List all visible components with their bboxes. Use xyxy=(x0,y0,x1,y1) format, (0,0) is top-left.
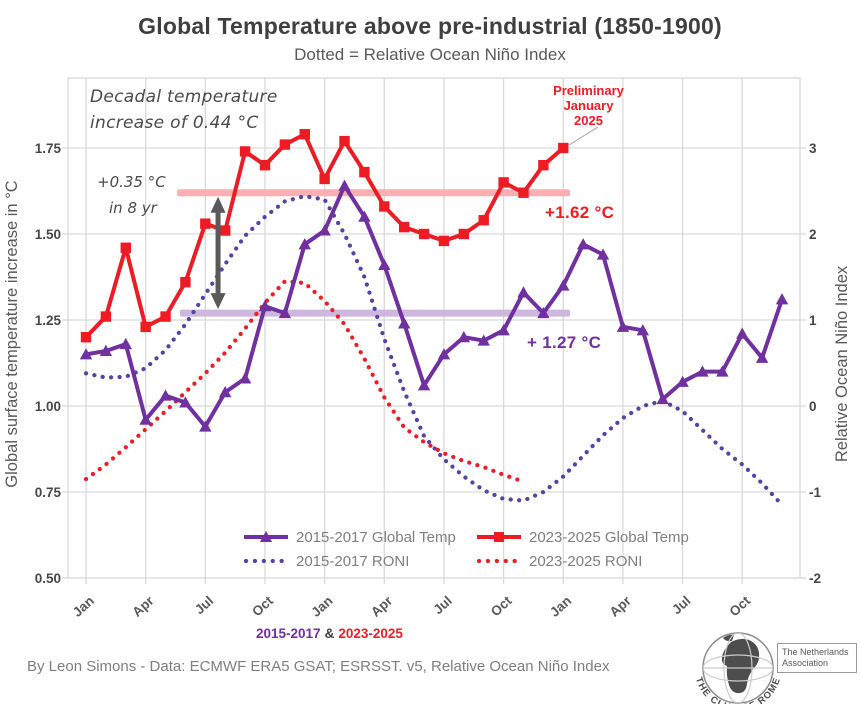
credit-line: By Leon Simons - Data: ECMWF ERA5 GSAT; … xyxy=(27,658,610,675)
series-caption: 2015-2017 & 2023-2025 xyxy=(256,626,403,641)
x-tick-label: Jan xyxy=(70,593,97,620)
gridlines xyxy=(62,77,806,584)
annotation-decadal-increase: Decadal temperature increase of 0.44 °C xyxy=(90,84,278,136)
legend-swatch xyxy=(477,532,521,542)
x-tick-label: Jul xyxy=(430,593,455,617)
legend-item-2015-2017-roni: 2015-2017 RONI xyxy=(243,552,409,570)
y-left-tick-label: 1.00 xyxy=(35,399,61,414)
series-caption-red: 2023-2025 xyxy=(338,626,403,641)
y-left-tick-label: 0.75 xyxy=(35,485,62,500)
annotation-8yr-line2: in 8 yr xyxy=(109,199,157,217)
x-tick-label: Jul xyxy=(669,593,694,617)
reference-band-red xyxy=(177,189,571,197)
x-tick-label: Jan xyxy=(547,593,574,620)
y-right-tick-label: 0 xyxy=(809,399,817,414)
annotation-preliminary-jan-2025: Preliminary January 2025 xyxy=(541,83,636,128)
series-markers-2023-2025-global-temp xyxy=(80,129,569,343)
legend-label: 2023-2025 RONI xyxy=(529,552,643,570)
y-right-axis-title: Relative Ocean Niño Index xyxy=(833,265,851,462)
y-right-tick-label: 2 xyxy=(809,227,817,242)
legend-swatch xyxy=(476,558,522,564)
series-caption-purple: 2015-2017 xyxy=(256,626,321,641)
legend-item-2023-2025-roni: 2023-2025 RONI xyxy=(476,552,642,570)
y-right-tick-label: 3 xyxy=(809,141,817,156)
legend-label: 2015-2017 RONI xyxy=(296,552,410,570)
x-tick-label: Oct xyxy=(249,593,276,620)
y-right-tick-label: 1 xyxy=(809,313,817,328)
page-title: Global Temperature above pre-industrial … xyxy=(138,13,722,39)
annotation-decadal-line2: increase of 0.44 °C xyxy=(90,113,259,133)
y-left-tick-label: 1.75 xyxy=(35,141,62,156)
legend-item-2023-2025-global-temp: 2023-2025 Global Temp xyxy=(476,528,689,546)
preliminary-callout-line xyxy=(568,126,599,146)
legend-label: 2023-2025 Global Temp xyxy=(529,528,689,546)
x-tick-label: Apr xyxy=(607,593,635,620)
band-label-purple: + 1.27 °C xyxy=(527,333,602,352)
x-tick-label: Oct xyxy=(726,593,753,620)
globe-continents xyxy=(721,638,760,694)
preliminary-line2: January xyxy=(563,98,614,113)
legend-swatch xyxy=(244,531,288,542)
annotation-8yr-line1: +0.35 °C xyxy=(97,173,166,191)
page-subtitle: Dotted = Relative Ocean Niño Index xyxy=(294,45,566,64)
annotation-8yr-increase: +0.35 °C in 8 yr xyxy=(97,169,166,221)
series-markers-2015-2017-global-temp xyxy=(79,179,789,432)
y-left-axis-title: Global surface temperature increase in °… xyxy=(3,180,21,487)
x-tick-label: Apr xyxy=(129,593,157,620)
club-of-rome-logo: THE CLUB OF ROME The Netherlands Associa… xyxy=(695,628,860,704)
globe-icon: THE CLUB OF ROME xyxy=(695,632,782,704)
legend-item-2015-2017-global-temp: 2015-2017 Global Temp xyxy=(243,528,456,546)
preliminary-line1: Preliminary xyxy=(553,83,624,98)
x-tick-label: Jan xyxy=(308,593,335,620)
y-left-tick-label: 0.50 xyxy=(35,571,61,586)
legend-label: 2015-2017 Global Temp xyxy=(296,528,456,546)
netherlands-association-box: The Netherlands Association xyxy=(777,643,857,673)
x-tick-label: Jul xyxy=(192,593,217,617)
band-label-red: +1.62 °C xyxy=(545,203,615,222)
netherlands-association-line2: Association xyxy=(782,658,829,668)
preliminary-line3: 2025 xyxy=(574,113,603,128)
x-tick-label: Oct xyxy=(488,593,515,620)
y-right-tick-label: -2 xyxy=(809,571,821,586)
annotation-decadal-line1: Decadal temperature xyxy=(90,87,278,107)
x-tick-label: Apr xyxy=(368,593,396,620)
y-left-tick-label: 1.25 xyxy=(35,313,62,328)
netherlands-association-line1: The Netherlands xyxy=(782,647,849,657)
y-right-tick-label: -1 xyxy=(809,485,821,500)
y-left-tick-label: 1.50 xyxy=(35,227,61,242)
increase-arrow xyxy=(210,196,226,310)
series-line-2015-2017-roni xyxy=(83,194,785,507)
series-caption-amp: & xyxy=(324,626,335,641)
series-line-2015-2017-global-temp xyxy=(85,183,784,429)
legend-swatch xyxy=(243,558,289,564)
